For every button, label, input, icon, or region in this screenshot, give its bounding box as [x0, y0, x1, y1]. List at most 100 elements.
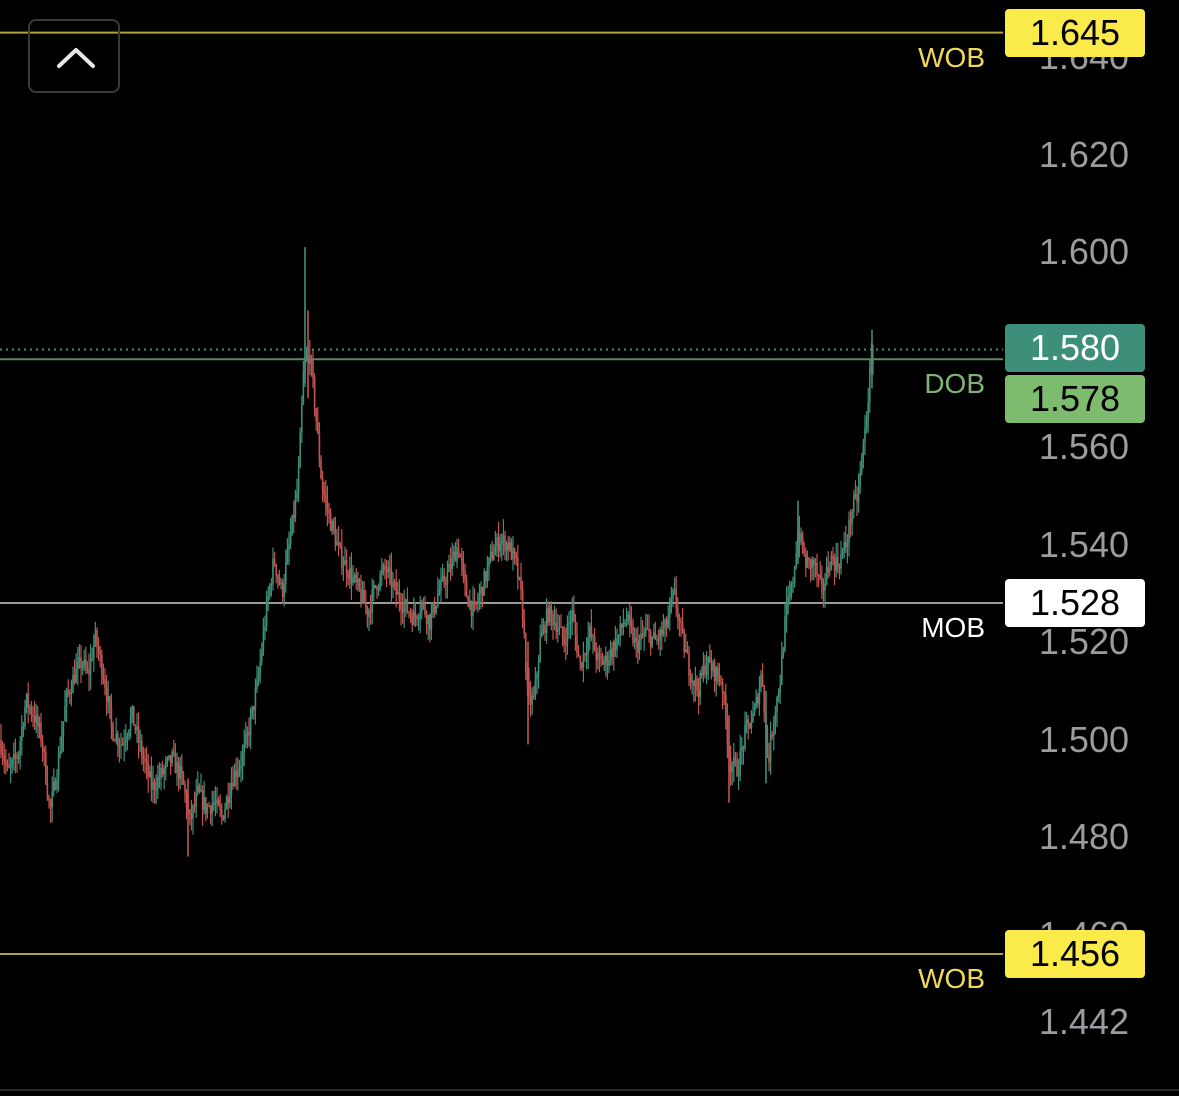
candle-body	[208, 805, 210, 807]
candle-body	[104, 679, 106, 688]
candle-body	[93, 643, 95, 659]
candle-body	[317, 421, 319, 433]
candle-body	[86, 668, 89, 671]
candle-body	[131, 706, 133, 717]
candle-body	[694, 678, 697, 686]
candle-body	[169, 755, 172, 764]
candle-body	[509, 542, 511, 551]
candle-body	[760, 674, 762, 688]
candle-body	[859, 471, 861, 488]
candle-body	[459, 554, 461, 558]
candle-body	[54, 781, 57, 790]
candle-body	[803, 549, 805, 554]
candle-body	[321, 478, 324, 492]
candle-body	[173, 751, 175, 754]
candle-body	[249, 715, 252, 736]
candle-body	[481, 587, 484, 596]
candle-body	[864, 428, 866, 442]
candle-body	[557, 629, 559, 632]
candle-body	[451, 556, 453, 570]
candle-body	[275, 564, 277, 576]
candle-body	[446, 572, 449, 585]
candle-body	[309, 354, 311, 365]
candle-body	[536, 673, 538, 680]
candle-body	[568, 623, 570, 625]
candle-body	[483, 571, 485, 596]
candle-body	[865, 420, 868, 429]
candle-body	[779, 684, 781, 693]
candle-body	[73, 674, 76, 683]
candle-body	[96, 630, 98, 647]
candle-body	[665, 619, 668, 628]
candle-body	[379, 574, 381, 588]
candle-body	[277, 575, 279, 578]
candle-body	[854, 493, 857, 497]
candle-body	[438, 590, 441, 594]
candle-body	[197, 785, 199, 793]
candle-body	[45, 752, 47, 783]
candle-body	[235, 770, 237, 777]
candle-body	[48, 797, 50, 801]
candle-body	[267, 596, 269, 601]
candle-body	[505, 542, 508, 552]
candle-body	[144, 759, 146, 762]
candle-body	[357, 579, 359, 582]
candle-body	[819, 575, 821, 578]
candle-body	[472, 601, 474, 617]
candle-body	[288, 543, 290, 550]
candle-body	[637, 640, 639, 653]
candle-body	[590, 626, 593, 638]
candle-body	[222, 816, 225, 820]
candle-body	[256, 679, 258, 690]
level-tag-dob: DOB	[924, 368, 985, 400]
candle-body	[614, 641, 617, 651]
candle-body	[664, 619, 666, 629]
candle-body	[456, 547, 458, 562]
candle-body	[576, 634, 578, 653]
candle-body	[72, 674, 74, 693]
candle-body	[51, 791, 53, 808]
candle-body	[411, 616, 413, 625]
candle-body	[371, 589, 373, 613]
candle-body	[433, 602, 436, 613]
candle-body	[667, 617, 669, 628]
candle-body	[99, 652, 101, 655]
collapse-button[interactable]	[28, 19, 120, 93]
candle-body	[216, 799, 218, 804]
candle-body	[739, 750, 741, 776]
candle-body	[635, 638, 637, 641]
candle-body	[774, 712, 777, 723]
candle-body	[8, 764, 10, 768]
candle-body	[360, 588, 362, 602]
candle-body	[486, 566, 489, 581]
candle-body	[622, 625, 625, 628]
candle-body	[769, 734, 772, 763]
candle-body	[545, 608, 548, 634]
candle-body	[609, 649, 612, 661]
candle-body	[280, 582, 282, 585]
candle-body	[449, 563, 452, 570]
candle-body	[384, 565, 386, 570]
candle-body	[872, 358, 874, 364]
candle-body	[768, 756, 770, 763]
candle-body	[582, 653, 585, 669]
candle-body	[521, 589, 524, 621]
candle-body	[464, 570, 466, 581]
candle-body	[670, 598, 673, 604]
candle-body	[289, 534, 292, 544]
candle-body	[790, 583, 793, 595]
candle-body	[121, 744, 124, 746]
candle-body	[333, 520, 335, 530]
candle-body	[273, 558, 276, 565]
candle-body	[785, 602, 788, 617]
candle-body	[515, 554, 517, 559]
candle-body	[120, 744, 122, 746]
candle-body	[21, 727, 23, 741]
candle-body	[643, 633, 645, 636]
candle-body	[318, 432, 321, 461]
candle-body	[691, 680, 693, 683]
candle-body	[312, 359, 314, 378]
candle-body	[811, 559, 813, 569]
candle-body	[272, 558, 274, 584]
